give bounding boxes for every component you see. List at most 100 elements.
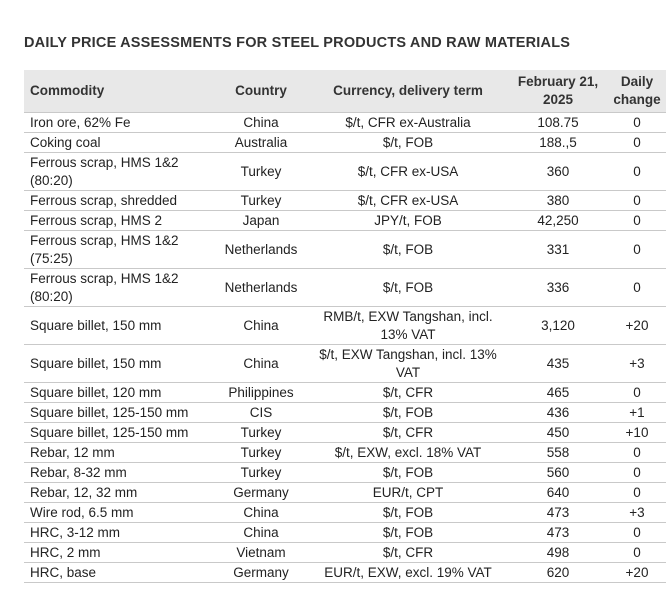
cell-currency: $/t, EXW Tangshan, incl. 13% VAT	[308, 344, 508, 383]
header-date: February 21, 2025	[508, 70, 608, 113]
cell-price: 498	[508, 542, 608, 563]
cell-price: 42,250	[508, 210, 608, 231]
cell-commodity: Wire rod, 6.5 mm	[24, 502, 214, 523]
cell-price: 336	[508, 268, 608, 307]
cell-price: 620	[508, 562, 608, 583]
cell-change: +3	[608, 344, 666, 383]
table-row: Iron ore, 62% Fe China $/t, CFR ex-Austral…	[24, 112, 666, 133]
cell-currency: $/t, CFR	[308, 382, 508, 403]
cell-price: 360	[508, 152, 608, 191]
cell-country: Germany	[214, 482, 308, 503]
cell-currency: RMB/t, EXW Tangshan, incl. 13% VAT	[308, 306, 508, 345]
table-row: Wire rod, 6.5 mm China $/t, FOB 473 +3	[24, 502, 666, 523]
cell-currency: $/t, CFR ex-USA	[308, 152, 508, 191]
cell-commodity: HRC, base	[24, 562, 214, 583]
table-header: Commodity Country Currency, delivery ter…	[24, 70, 666, 113]
table-row: HRC, base Germany EUR/t, EXW, excl. 19% VA…	[24, 562, 666, 583]
cell-price: 435	[508, 344, 608, 383]
table-row: Rebar, 12 mm Turkey $/t, EXW, excl. 18% VA…	[24, 442, 666, 463]
cell-currency: EUR/t, CPT	[308, 482, 508, 503]
table-row: HRC, 2 mm Vietnam $/t, CFR 498 0	[24, 542, 666, 563]
table-row: Square billet, 120 mm Philippines $/t, CFR…	[24, 382, 666, 403]
cell-price: 108.75	[508, 112, 608, 133]
table-row: Ferrous scrap, HMS 1&2 (80:20) Netherland…	[24, 268, 666, 307]
cell-commodity: Iron ore, 62% Fe	[24, 112, 214, 133]
cell-country: China	[214, 344, 308, 383]
table-row: Square billet, 125-150 mm Turkey $/t, CFR 4…	[24, 422, 666, 443]
cell-change: +10	[608, 422, 666, 443]
cell-commodity: Square billet, 120 mm	[24, 382, 214, 403]
cell-change: 0	[608, 132, 666, 153]
cell-change: +3	[608, 502, 666, 523]
table-row: Rebar, 8-32 mm Turkey $/t, FOB 560 0	[24, 462, 666, 483]
cell-change: 0	[608, 190, 666, 211]
cell-country: China	[214, 112, 308, 133]
cell-price: 188.,5	[508, 132, 608, 153]
cell-commodity: Ferrous scrap, shredded	[24, 190, 214, 211]
table-row: Ferrous scrap, HMS 2 Japan JPY/t, FOB 42,25…	[24, 210, 666, 231]
cell-price: 436	[508, 402, 608, 423]
cell-currency: JPY/t, FOB	[308, 210, 508, 231]
cell-commodity: Ferrous scrap, HMS 2	[24, 210, 214, 231]
cell-country: Japan	[214, 210, 308, 231]
cell-change: 0	[608, 268, 666, 307]
cell-country: Turkey	[214, 152, 308, 191]
cell-country: Turkey	[214, 462, 308, 483]
cell-currency: $/t, FOB	[308, 132, 508, 153]
cell-price: 473	[508, 502, 608, 523]
cell-price: 465	[508, 382, 608, 403]
cell-price: 640	[508, 482, 608, 503]
cell-currency: $/t, FOB	[308, 462, 508, 483]
cell-currency: $/t, FOB	[308, 402, 508, 423]
cell-currency: $/t, EXW, excl. 18% VAT	[308, 442, 508, 463]
cell-country: Turkey	[214, 442, 308, 463]
cell-price: 473	[508, 522, 608, 543]
cell-commodity: Square billet, 150 mm	[24, 344, 214, 383]
table-row: Ferrous scrap, HMS 1&2 (80:20) Turkey $/t,…	[24, 152, 666, 191]
cell-change: 0	[608, 462, 666, 483]
page-title: DAILY PRICE ASSESSMENTS FOR STEEL PRODUC…	[24, 35, 571, 51]
header-country: Country	[214, 70, 308, 113]
cell-price: 560	[508, 462, 608, 483]
cell-change: +20	[608, 562, 666, 583]
cell-currency: $/t, CFR	[308, 422, 508, 443]
cell-country: CIS	[214, 402, 308, 423]
cell-change: 0	[608, 442, 666, 463]
header-change: Daily change	[608, 70, 666, 113]
cell-change: 0	[608, 522, 666, 543]
table-row: Square billet, 150 mm China RMB/t, EXW Tan…	[24, 306, 666, 345]
table-row: Coking coal Australia $/t, FOB 188.,5 0	[24, 132, 666, 153]
cell-commodity: Ferrous scrap, HMS 1&2 (80:20)	[24, 268, 214, 307]
cell-change: 0	[608, 542, 666, 563]
cell-commodity: HRC, 2 mm	[24, 542, 214, 563]
cell-change: 0	[608, 482, 666, 503]
cell-commodity: Coking coal	[24, 132, 214, 153]
cell-country: Australia	[214, 132, 308, 153]
cell-commodity: HRC, 3-12 mm	[24, 522, 214, 543]
header-change-line2: change	[613, 92, 661, 107]
cell-currency: $/t, CFR	[308, 542, 508, 563]
cell-country: China	[214, 502, 308, 523]
cell-change: 0	[608, 230, 666, 269]
cell-commodity: Rebar, 12, 32 mm	[24, 482, 214, 503]
cell-country: Netherlands	[214, 230, 308, 269]
cell-country: Philippines	[214, 382, 308, 403]
header-date-line2: 2025	[542, 92, 574, 107]
cell-currency: $/t, CFR ex-USA	[308, 190, 508, 211]
table-row: Square billet, 125-150 mm CIS $/t, FOB 436 +…	[24, 402, 666, 423]
cell-commodity: Ferrous scrap, HMS 1&2 (80:20)	[24, 152, 214, 191]
cell-country: Germany	[214, 562, 308, 583]
cell-commodity: Square billet, 125-150 mm	[24, 422, 214, 443]
cell-change: +20	[608, 306, 666, 345]
cell-price: 450	[508, 422, 608, 443]
cell-price: 3,120	[508, 306, 608, 345]
cell-currency: EUR/t, EXW, excl. 19% VAT	[308, 562, 508, 583]
cell-commodity: Square billet, 150 mm	[24, 306, 214, 345]
table-row: Rebar, 12, 32 mm Germany EUR/t, CPT 640 0	[24, 482, 666, 503]
cell-commodity: Rebar, 8-32 mm	[24, 462, 214, 483]
cell-commodity: Square billet, 125-150 mm	[24, 402, 214, 423]
table-body: Iron ore, 62% Fe China $/t, CFR ex-Austral…	[24, 112, 666, 583]
header-change-line1: Daily	[620, 73, 654, 89]
cell-country: Turkey	[214, 190, 308, 211]
cell-commodity: Ferrous scrap, HMS 1&2 (75:25)	[24, 230, 214, 269]
